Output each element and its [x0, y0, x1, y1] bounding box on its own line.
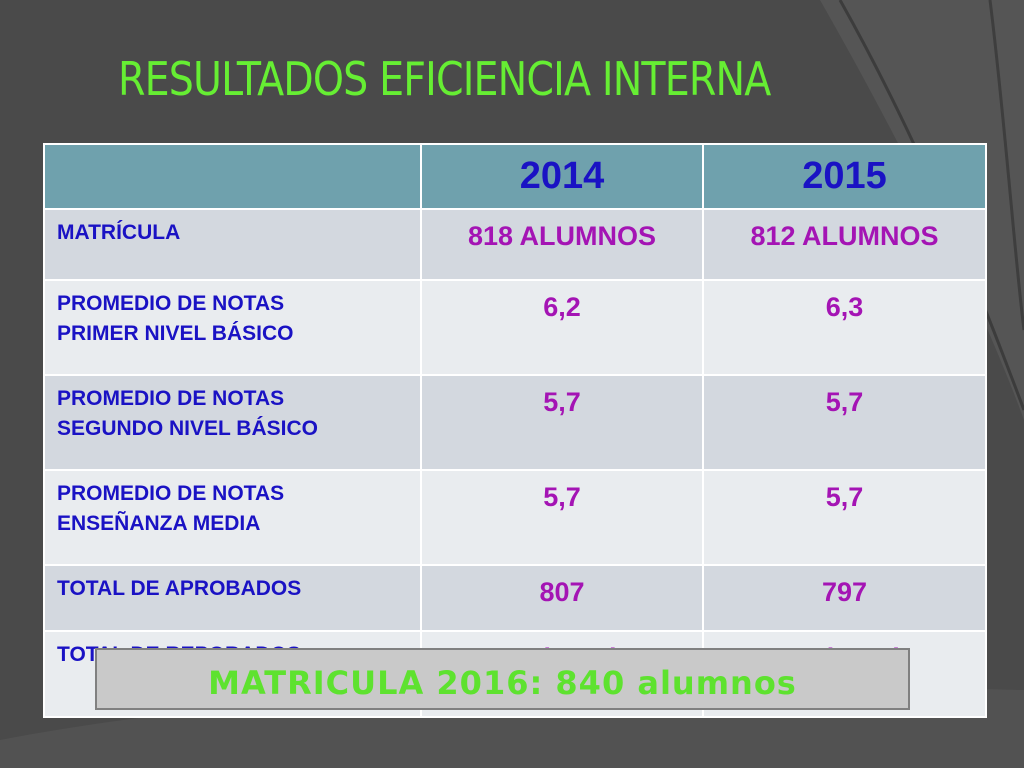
value-2015: 5,7 [702, 469, 987, 566]
header-blank [43, 143, 422, 210]
table-row: PROMEDIO DE NOTAS ENSEÑANZA MEDIA 5,7 5,… [43, 469, 987, 566]
header-2015: 2015 [702, 143, 987, 210]
row-label: MATRÍCULA [43, 208, 422, 281]
table-row: TOTAL DE APROBADOS 807 797 [43, 564, 987, 632]
table-row: PROMEDIO DE NOTAS PRIMER NIVEL BÁSICO 6,… [43, 279, 987, 376]
row-label: PROMEDIO DE NOTAS ENSEÑANZA MEDIA [43, 469, 422, 566]
row-label: PROMEDIO DE NOTAS SEGUNDO NIVEL BÁSICO [43, 374, 422, 471]
row-label-line: MATRÍCULA [57, 221, 181, 244]
table-header-row: 2014 2015 [43, 143, 987, 210]
enrollment-banner-text: MATRICULA 2016: 840 alumnos [208, 664, 797, 702]
row-label: TOTAL DE APROBADOS [43, 564, 422, 632]
row-label-line: PRIMER NIVEL BÁSICO [57, 322, 294, 345]
row-label-line: ENSEÑANZA MEDIA [57, 512, 261, 535]
row-label-line: PROMEDIO DE NOTAS [57, 482, 285, 505]
row-label-line: SEGUNDO NIVEL BÁSICO [57, 417, 318, 440]
value-2014: 5,7 [420, 374, 704, 471]
row-label-line: PROMEDIO DE NOTAS [57, 387, 285, 410]
value-2015: 797 [702, 564, 987, 632]
row-label: PROMEDIO DE NOTAS PRIMER NIVEL BÁSICO [43, 279, 422, 376]
value-2014: 5,7 [420, 469, 704, 566]
value-2014: 818 ALUMNOS [420, 208, 704, 281]
value-2015: 812 ALUMNOS [702, 208, 987, 281]
value-2014: 6,2 [420, 279, 704, 376]
header-2014: 2014 [420, 143, 704, 210]
results-table: 2014 2015 MATRÍCULA 818 ALUMNOS 812 ALUM… [43, 143, 987, 718]
value-2015: 5,7 [702, 374, 987, 471]
page-title: RESULTADOS EFICIENCIA INTERNA [118, 52, 771, 106]
table-row: MATRÍCULA 818 ALUMNOS 812 ALUMNOS [43, 208, 987, 281]
row-label-line: TOTAL DE APROBADOS [57, 577, 302, 600]
value-2015: 6,3 [702, 279, 987, 376]
value-2014: 807 [420, 564, 704, 632]
table-row: PROMEDIO DE NOTAS SEGUNDO NIVEL BÁSICO 5… [43, 374, 987, 471]
row-label-line: PROMEDIO DE NOTAS [57, 292, 285, 315]
enrollment-banner: MATRICULA 2016: 840 alumnos [95, 648, 910, 710]
